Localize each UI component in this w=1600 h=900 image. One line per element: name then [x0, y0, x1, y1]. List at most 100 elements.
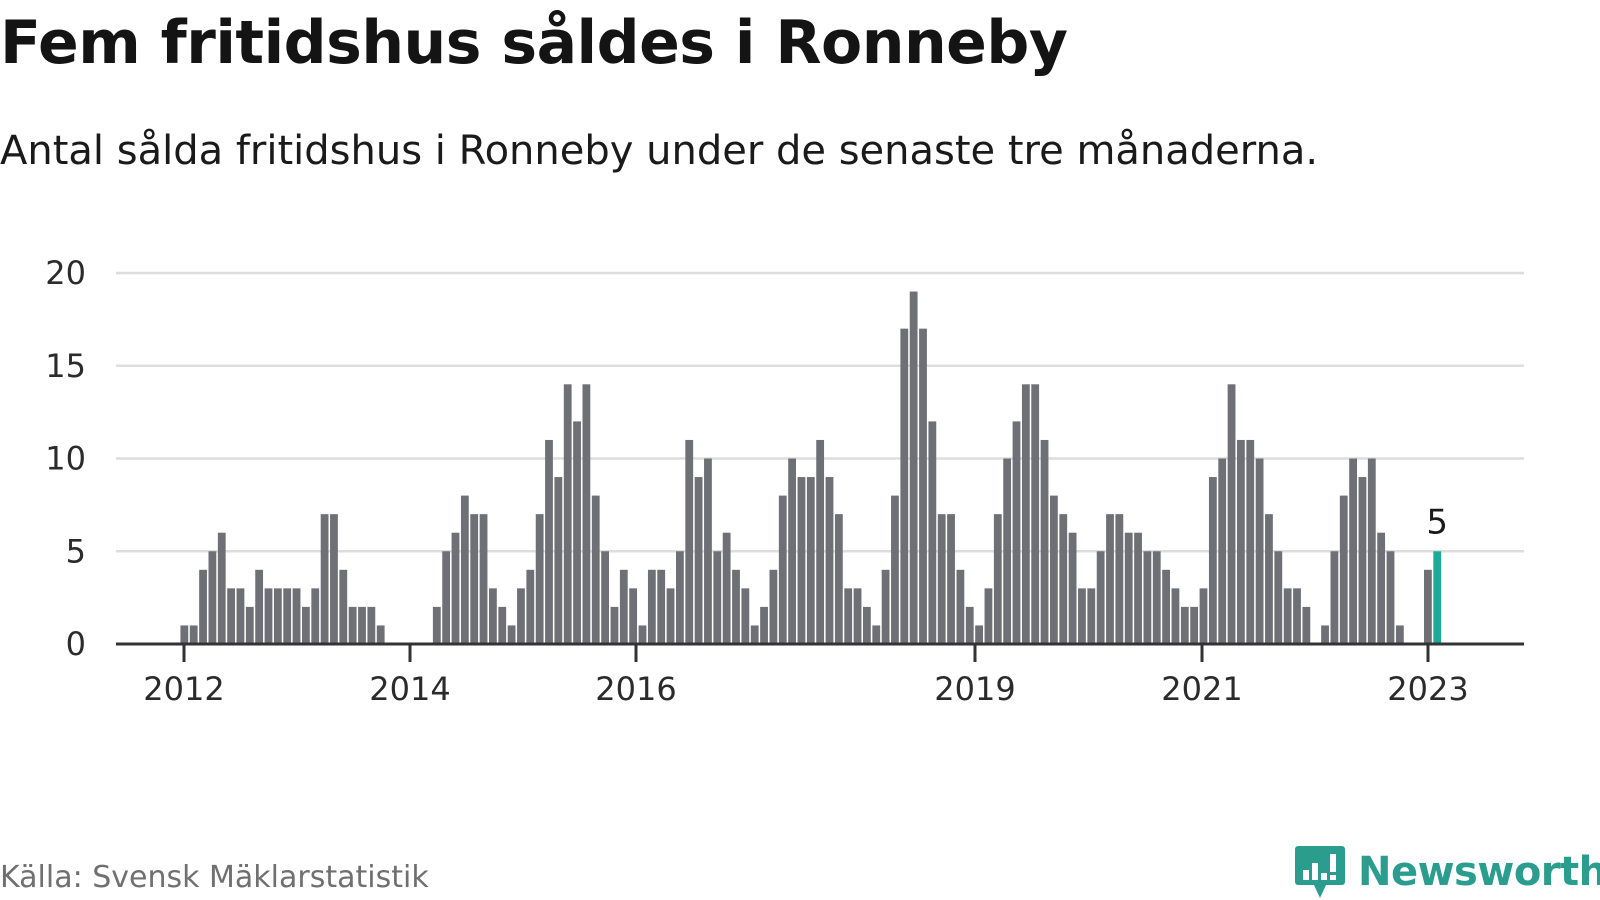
bar — [1134, 532, 1142, 644]
x-tick-label: 2023 — [1387, 670, 1468, 708]
bar — [1349, 458, 1357, 644]
bar — [965, 606, 974, 644]
bar — [993, 514, 1002, 644]
bar — [1358, 477, 1367, 644]
bar — [1031, 384, 1040, 644]
bar — [507, 625, 516, 644]
x-tick-label: 2012 — [143, 670, 224, 708]
bar — [227, 588, 235, 644]
bar — [769, 569, 778, 644]
bar — [273, 588, 282, 644]
bar — [1424, 569, 1432, 644]
bar — [1021, 384, 1030, 644]
bar — [1302, 606, 1311, 644]
bar — [292, 588, 301, 644]
bar — [526, 569, 535, 644]
y-tick-label: 20 — [45, 254, 86, 292]
bar — [320, 514, 329, 644]
bar — [180, 625, 189, 644]
bar — [189, 625, 198, 644]
bar — [928, 421, 937, 644]
bar — [517, 588, 525, 644]
bar — [563, 384, 572, 644]
bar — [1237, 439, 1245, 644]
bar — [1255, 458, 1264, 644]
bar — [778, 495, 787, 644]
bar — [629, 588, 638, 644]
bar — [302, 606, 310, 644]
bar — [1152, 551, 1161, 644]
bar — [881, 569, 890, 644]
bar — [498, 606, 507, 644]
bar — [1386, 551, 1395, 644]
bar — [834, 514, 843, 644]
bar — [909, 291, 918, 644]
x-tick-label: 2019 — [934, 670, 1015, 708]
bar — [367, 606, 376, 644]
bar-highlight — [1433, 551, 1442, 644]
bar — [1367, 458, 1376, 644]
bar — [1274, 551, 1283, 644]
bar — [1293, 588, 1301, 644]
bar — [489, 588, 497, 644]
bar — [1199, 588, 1208, 644]
bar — [545, 439, 553, 644]
bar — [984, 588, 993, 644]
bar — [479, 514, 488, 644]
bar — [348, 606, 357, 644]
bar — [937, 514, 946, 644]
newsworthy-logo[interactable]: Newsworthy — [1294, 844, 1600, 900]
bar — [442, 551, 451, 644]
bar — [1115, 514, 1124, 644]
bar — [535, 514, 544, 644]
bar — [863, 606, 871, 644]
tick-labels: 0 5 10 15 20 5 2012 2014 2016 2019 2021 2023 — [45, 254, 1468, 708]
bar — [554, 477, 563, 644]
bar — [797, 477, 806, 644]
bar — [900, 328, 909, 644]
bar — [1143, 551, 1152, 644]
bar — [1040, 439, 1049, 644]
bar — [601, 551, 609, 644]
bar — [704, 458, 712, 644]
bar — [1059, 514, 1068, 644]
bar — [647, 569, 656, 644]
bar — [1265, 514, 1273, 644]
bar — [1218, 458, 1227, 644]
bar — [788, 458, 796, 644]
bar — [956, 569, 965, 644]
bar — [236, 588, 245, 644]
bar — [825, 477, 834, 644]
bars — [180, 291, 1442, 644]
bar — [1124, 532, 1133, 644]
bar — [1068, 532, 1077, 644]
bar — [666, 588, 675, 644]
bar — [208, 551, 217, 644]
bar — [1227, 384, 1236, 644]
bar — [199, 569, 207, 644]
bar — [217, 532, 226, 644]
data-label: 5 — [1426, 502, 1448, 542]
y-tick-label: 5 — [66, 532, 86, 570]
bar — [732, 569, 740, 644]
bar — [432, 606, 441, 644]
bar — [1321, 625, 1329, 644]
bar — [713, 551, 722, 644]
source-note: Källa: Svensk Mäklarstatistik — [0, 860, 429, 895]
bar — [676, 551, 684, 644]
bar — [975, 625, 983, 644]
x-tick-label: 2021 — [1161, 670, 1242, 708]
bar — [460, 495, 469, 644]
bar — [1377, 532, 1386, 644]
y-tick-label: 0 — [66, 625, 86, 663]
bar — [1087, 588, 1096, 644]
bar — [1208, 477, 1217, 644]
bar — [1190, 606, 1199, 644]
bar — [1162, 569, 1170, 644]
bar — [573, 421, 581, 644]
bar — [582, 384, 591, 644]
y-tick-label: 15 — [45, 347, 86, 385]
bar — [947, 514, 955, 644]
bar — [844, 588, 853, 644]
